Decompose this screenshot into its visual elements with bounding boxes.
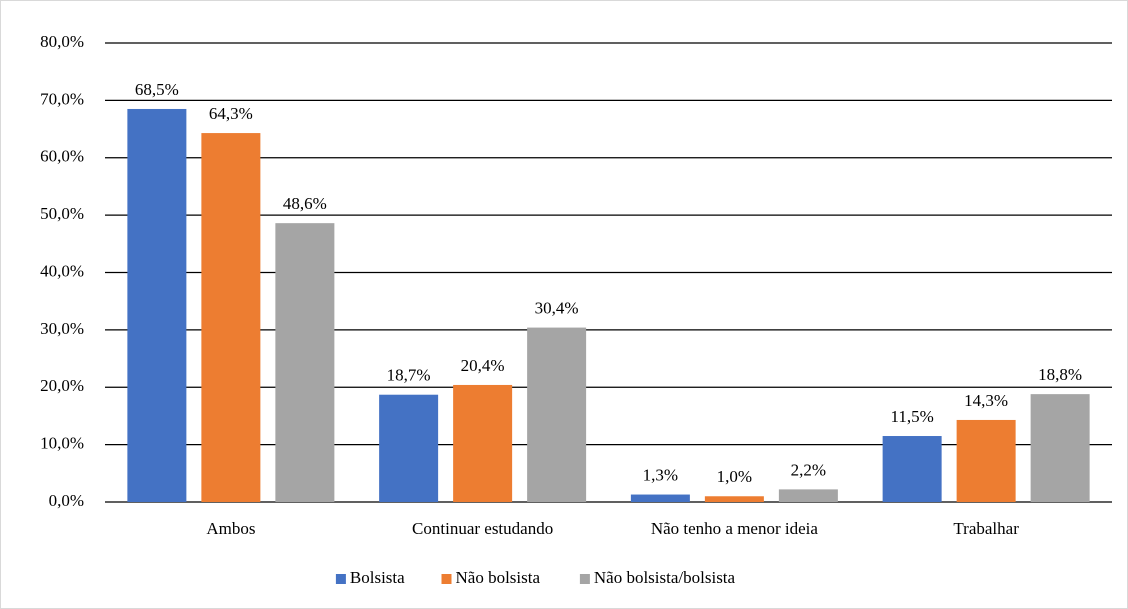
bar <box>275 223 335 502</box>
bar <box>1030 394 1090 502</box>
y-tick-label: 0,0% <box>49 491 84 510</box>
data-label: 68,5% <box>135 80 179 99</box>
bar <box>778 489 838 502</box>
data-label: 2,2% <box>791 460 826 479</box>
bar <box>201 133 261 503</box>
bar <box>956 419 1016 502</box>
data-label: 18,8% <box>1038 365 1082 384</box>
data-label: 1,0% <box>717 467 752 486</box>
y-tick-label: 20,0% <box>40 376 84 395</box>
y-tick-label: 10,0% <box>40 434 84 453</box>
data-label: 64,3% <box>209 104 253 123</box>
x-tick-label: Ambos <box>206 519 255 538</box>
y-tick-label: 30,0% <box>40 319 84 338</box>
data-label: 14,3% <box>964 391 1008 410</box>
bar <box>527 327 587 502</box>
y-tick-label: 50,0% <box>40 204 84 223</box>
y-tick-label: 40,0% <box>40 261 84 280</box>
bar <box>453 384 513 502</box>
x-tick-label: Continuar estudando <box>412 519 553 538</box>
bar <box>127 108 187 502</box>
legend-swatch <box>335 574 346 584</box>
legend-label: Não bolsista <box>456 568 541 587</box>
legend-swatch <box>579 574 590 584</box>
bar <box>704 496 764 502</box>
data-label: 20,4% <box>461 356 505 375</box>
bar <box>379 394 439 502</box>
y-tick-label: 80,0% <box>40 32 84 51</box>
y-tick-label: 60,0% <box>40 147 84 166</box>
y-tick-label: 70,0% <box>40 89 84 108</box>
data-label: 18,7% <box>387 366 431 385</box>
data-label: 11,5% <box>890 407 933 426</box>
x-tick-label: Não tenho a menor ideia <box>651 519 819 538</box>
data-label: 30,4% <box>535 298 579 317</box>
bar <box>882 436 942 502</box>
x-tick-label: Trabalhar <box>953 519 1019 538</box>
legend-label: Bolsista <box>350 568 405 587</box>
bar <box>630 494 690 502</box>
legend-swatch <box>441 574 452 584</box>
data-label: 1,3% <box>643 465 678 484</box>
legend-label: Não bolsista/bolsista <box>594 568 736 587</box>
data-label: 48,6% <box>283 194 327 213</box>
